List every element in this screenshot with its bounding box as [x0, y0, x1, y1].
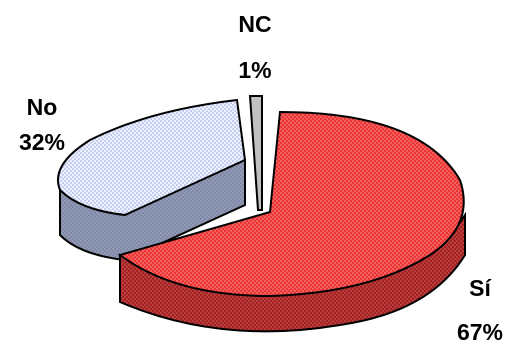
- label-si-percent: 67%: [457, 319, 503, 345]
- label-si-name: Sí: [469, 275, 492, 301]
- pie-slice-nc-top: [250, 96, 262, 210]
- label-nc-percent: 1%: [238, 57, 271, 83]
- label-no-percent: 32%: [19, 129, 65, 155]
- label-nc-name: NC: [238, 11, 271, 37]
- pie-slice-nc: [250, 96, 262, 210]
- label-no-name: No: [27, 94, 58, 120]
